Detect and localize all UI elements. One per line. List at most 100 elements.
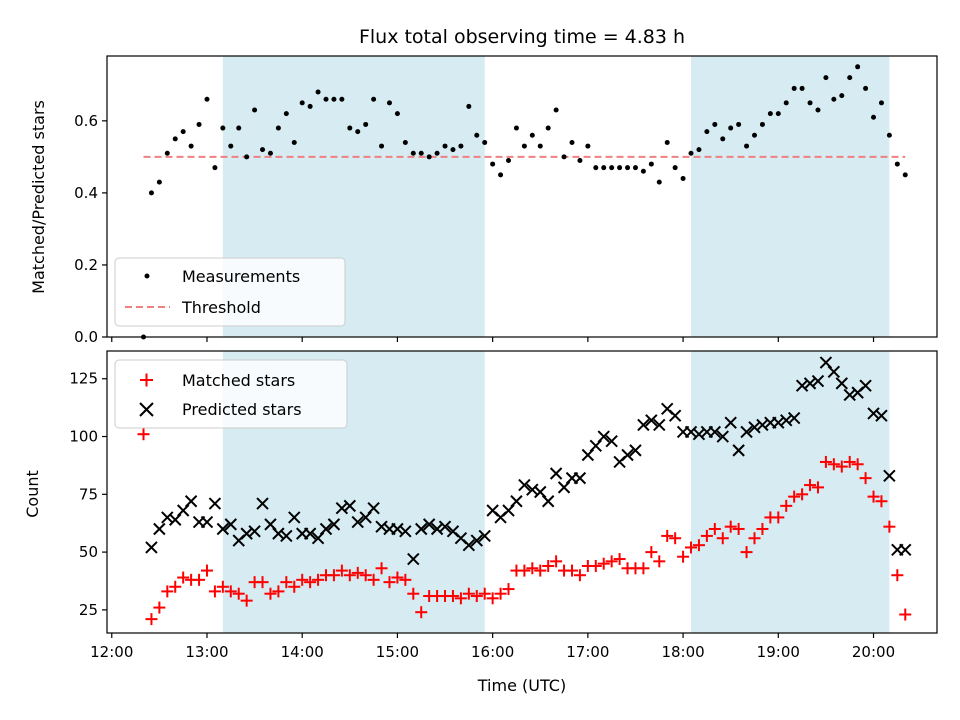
measurement-point [704,129,710,135]
matched-star-point [661,529,674,542]
matched-star-point [335,564,348,577]
measurement-point [672,165,678,171]
measurement-point [712,121,718,127]
top-legend-box [114,257,346,327]
predicted-star-point [621,448,634,462]
measurement-point [228,143,234,149]
predicted-star-point [645,414,658,427]
predicted-star-point [875,409,888,422]
matched-star-point [605,555,618,568]
measurement-point [839,93,845,99]
measurement-points [141,64,908,340]
predicted-star-point [200,515,214,529]
matched-star-point [399,573,412,586]
predicted-star-point [629,444,642,457]
measurement-point [696,147,702,153]
matched-star-point [232,587,245,600]
predicted-star-point [748,421,761,434]
measurement-point [164,150,170,156]
matched-star-point [407,587,420,600]
matched-star-point [867,490,880,503]
matched-star-point [391,571,404,584]
measurement-point [323,96,329,102]
predicted-star-point [772,416,785,429]
predicted-star-point [407,552,420,566]
measurement-point [521,143,527,149]
matched-star-point [534,564,547,577]
matched-star-point [804,479,817,492]
matched-star-point [788,490,801,503]
predicted-star-point [605,434,618,448]
matched-star-point [296,573,309,586]
measurement-point [767,111,773,117]
predicted-star-point [280,529,293,543]
matched-star-point [208,585,221,598]
matched-star-point [859,472,872,485]
predicted-star-point [335,501,349,515]
x-tick-label: 20:00 [852,643,895,661]
measurement-point [855,64,861,70]
top-panel: 0.0 0.2 0.4 0.6 Matched/Predicted stars Mea… [29,55,938,346]
predicted-star-point [780,414,793,427]
measurement-point [720,136,726,142]
measurement-point [831,96,837,102]
bottom-y-axis-label: Count [23,470,42,518]
matched-star-point [565,564,578,577]
measurement-point [450,147,456,153]
predicted-star-point [367,501,380,515]
top-x-ticks [111,337,875,342]
measurement-point [569,139,575,145]
predicted-star-point [724,416,737,429]
measurement-point [640,168,646,174]
shaded-interval [691,351,890,633]
measurement-point [902,172,908,178]
top-panel-frame [106,55,938,338]
predicted-star-point [573,471,587,485]
predicted-star-point [430,522,444,536]
predicted-star-point [526,483,539,496]
predicted-star-point [883,469,896,483]
predicted-star-point [653,418,666,432]
matched-star-point [351,566,364,579]
measurement-point [585,143,591,149]
measurement-point [212,165,218,171]
x-tick-label: 14:00 [281,643,324,661]
predicted-star-point [184,495,198,508]
predicted-star-point [327,518,341,531]
matched-star-point [145,613,158,626]
legend-matched-marker [140,373,153,387]
x-tick-label: 16:00 [471,643,514,661]
matched-star-point [748,532,761,545]
measurement-point [379,143,385,149]
predicted-star-point [803,377,817,390]
measurement-point [783,100,789,106]
predicted-star-point [422,518,436,531]
predicted-star-point [375,520,388,533]
x-tick-label: 13:00 [185,643,228,661]
predicted-star-point [208,497,222,510]
predicted-stars-points [145,356,912,566]
measurement-point [506,157,512,163]
measurement-point [252,107,258,113]
measurement-point [196,121,202,127]
measurement-point [863,85,869,91]
predicted-star-point [637,418,650,432]
predicted-star-point [510,495,523,508]
measurement-point [728,125,734,131]
chart-title: Flux total observing time = 4.83 h [359,26,685,48]
matched-star-point [137,428,150,441]
matched-star-point [637,562,650,575]
measurement-point [307,103,313,109]
matched-star-point [288,580,301,593]
matched-star-point [200,564,213,577]
matched-star-point [415,606,428,619]
predicted-star-point [272,527,285,540]
predicted-star-point [343,499,357,513]
matched-star-point [153,601,166,614]
matched-star-point [169,580,182,593]
matched-star-point [375,562,388,575]
matched-star-point [827,458,840,471]
matched-star-point [359,569,372,582]
measurement-point [886,132,892,138]
